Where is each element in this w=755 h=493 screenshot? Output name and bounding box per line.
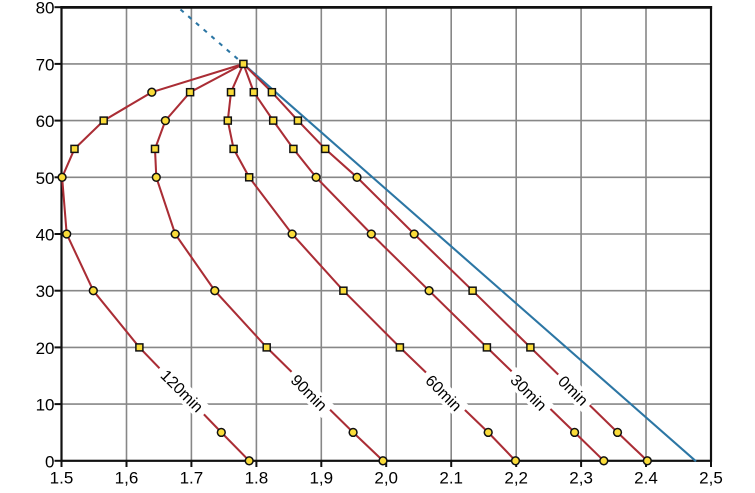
- svg-text:1.8: 1.8: [245, 469, 269, 488]
- svg-text:1,9: 1,9: [309, 469, 333, 488]
- svg-text:60: 60: [36, 112, 55, 131]
- svg-text:1,6: 1,6: [115, 469, 139, 488]
- svg-text:30: 30: [36, 282, 55, 301]
- svg-text:1.5: 1.5: [50, 469, 74, 488]
- svg-text:2,0: 2,0: [374, 469, 398, 488]
- svg-text:2,5: 2,5: [699, 469, 723, 488]
- svg-text:2.4: 2.4: [634, 469, 658, 488]
- svg-text:40: 40: [36, 226, 55, 245]
- svg-text:0: 0: [45, 452, 54, 471]
- svg-text:80: 80: [36, 0, 55, 18]
- svg-text:2,3: 2,3: [569, 469, 593, 488]
- svg-text:70: 70: [36, 55, 55, 74]
- svg-text:2,2: 2,2: [504, 469, 528, 488]
- svg-text:20: 20: [36, 339, 55, 358]
- svg-text:1.7: 1.7: [180, 469, 204, 488]
- svg-text:2.1: 2.1: [439, 469, 463, 488]
- svg-text:50: 50: [36, 169, 55, 188]
- svg-text:10: 10: [36, 396, 55, 415]
